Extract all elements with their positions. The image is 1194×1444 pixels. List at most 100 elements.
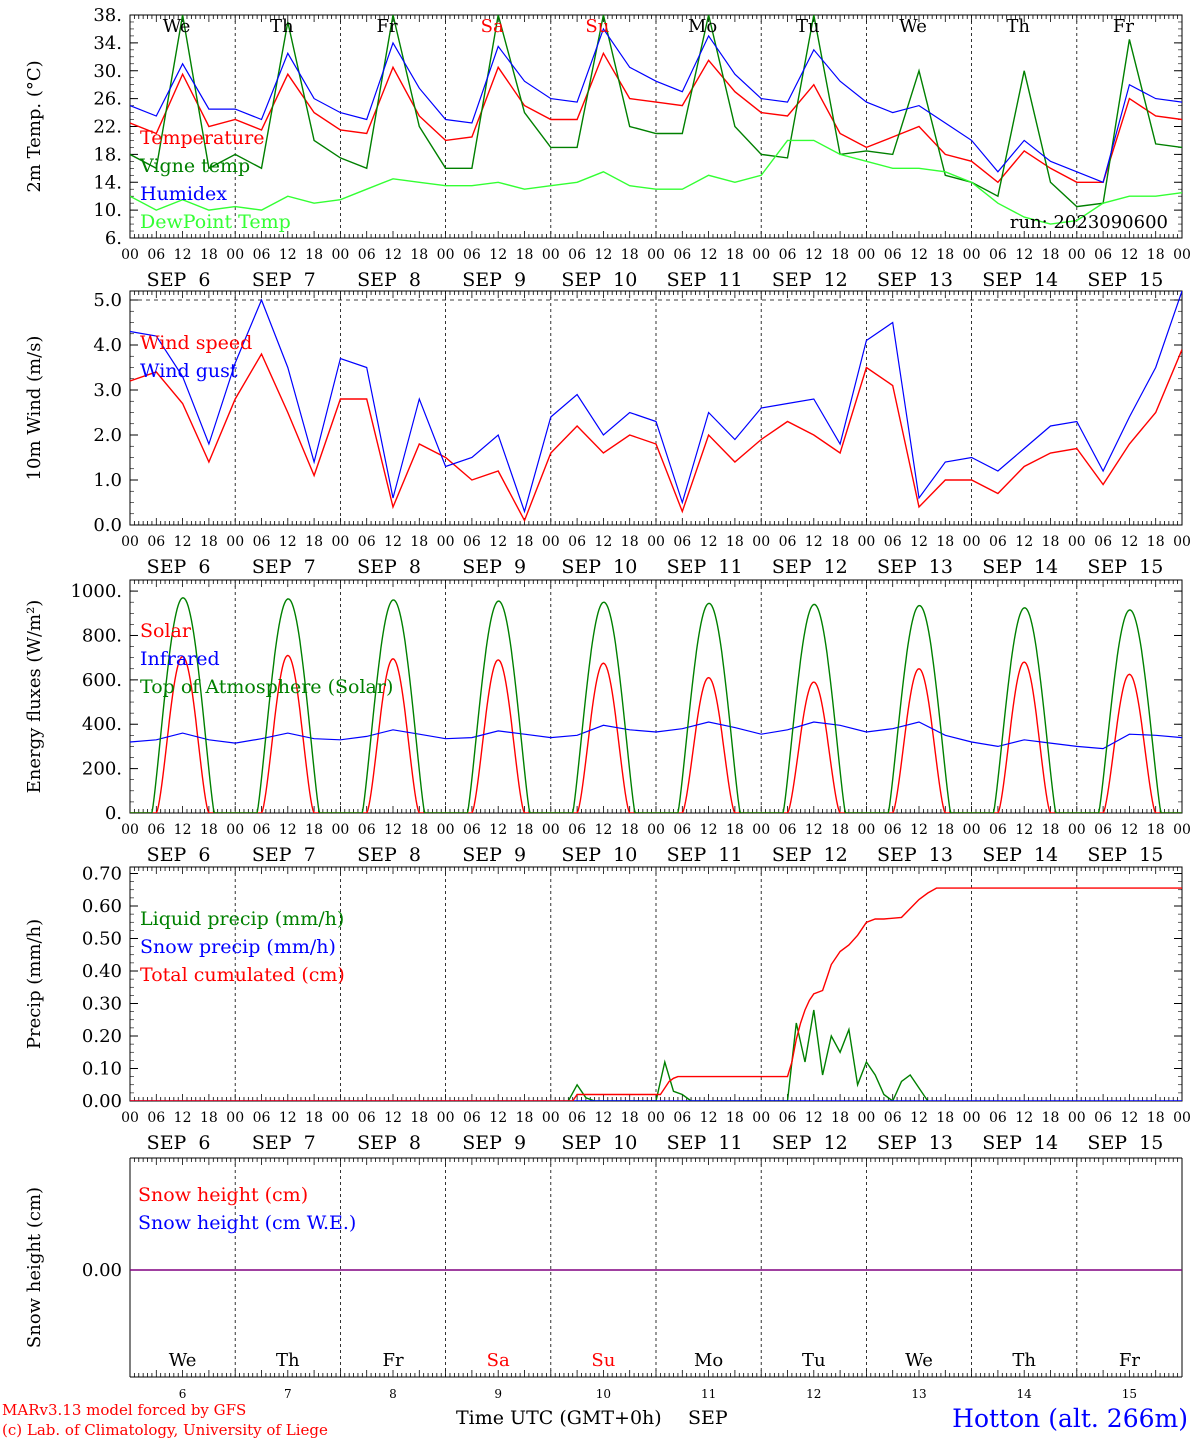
- weekday-label: Th: [270, 16, 294, 37]
- y-tick-label: 6.: [105, 228, 122, 249]
- hour-tick-label: 00: [331, 247, 349, 263]
- hour-tick-label: 18: [726, 247, 744, 263]
- hour-tick-label: 06: [779, 247, 797, 263]
- series-line-total-cumulated-cm: [130, 887, 1182, 1101]
- date-label: SEP 15: [1087, 556, 1163, 578]
- date-label: SEP 12: [772, 844, 848, 866]
- hour-tick-label: 06: [253, 247, 271, 263]
- hour-tick-label: 18: [1147, 822, 1165, 838]
- hour-tick-label: 00: [542, 822, 560, 838]
- hour-tick-label: 00: [752, 822, 770, 838]
- weekday-label: Th: [1006, 16, 1030, 37]
- hour-tick-label: 00: [542, 247, 560, 263]
- hour-tick-label: 12: [700, 1110, 718, 1126]
- y-tick-label: 0.60: [82, 896, 122, 917]
- day-number-label: 9: [494, 1387, 502, 1401]
- y-axis-label: 10m Wind (m/s): [24, 336, 45, 481]
- hour-tick-label: 18: [305, 534, 323, 550]
- hour-tick-label: 18: [516, 822, 534, 838]
- hour-tick-label: 06: [253, 534, 271, 550]
- hour-tick-label: 00: [437, 534, 455, 550]
- y-tick-label: 0.20: [82, 1026, 122, 1047]
- series-line-vigne-temp: [130, 15, 1182, 208]
- date-label: SEP 11: [667, 844, 743, 866]
- hour-tick-label: 00: [331, 534, 349, 550]
- legend-entry: Top of Atmosphere (Solar): [140, 676, 393, 698]
- y-tick-label: 0.70: [82, 864, 122, 885]
- y-tick-label: 800.: [82, 625, 122, 646]
- hour-tick-label: 00: [857, 822, 875, 838]
- hour-tick-label: 00: [121, 1110, 139, 1126]
- lab-credit: (c) Lab. of Climatology, University of L…: [2, 1421, 328, 1439]
- hour-tick-label: 00: [1173, 534, 1191, 550]
- hour-tick-label: 12: [279, 822, 297, 838]
- series-line-solar: [130, 654, 1182, 813]
- hour-tick-label: 00: [857, 1110, 875, 1126]
- y-tick-label: 30.: [93, 61, 122, 82]
- legend-entry: Wind gust: [140, 360, 238, 382]
- hour-tick-label: 06: [463, 247, 481, 263]
- hour-tick-label: 00: [331, 822, 349, 838]
- date-label: SEP 13: [877, 844, 953, 866]
- model-credit: MARv3.13 model forced by GFS: [2, 1401, 246, 1419]
- y-tick-label: 0.30: [82, 994, 122, 1015]
- hour-tick-label: 18: [410, 822, 428, 838]
- hour-tick-label: 18: [726, 534, 744, 550]
- hour-tick-label: 06: [1094, 247, 1112, 263]
- legend-entry: Humidex: [140, 183, 227, 205]
- date-label: SEP 11: [667, 269, 743, 291]
- hour-tick-label: 18: [1042, 247, 1060, 263]
- hour-tick-label: 12: [700, 247, 718, 263]
- y-tick-label: 0.50: [82, 929, 122, 950]
- day-number-label: 14: [1017, 1387, 1033, 1401]
- date-label: SEP 10: [561, 269, 637, 291]
- legend-entry: Infrared: [140, 648, 220, 670]
- hour-tick-label: 18: [516, 247, 534, 263]
- y-axis-label: 2m Temp. (°C): [24, 60, 45, 192]
- y-tick-label: 18.: [93, 144, 122, 165]
- y-tick-label: 14.: [93, 172, 122, 193]
- hour-tick-label: 12: [910, 247, 928, 263]
- hour-tick-label: 18: [410, 1110, 428, 1126]
- date-label: SEP 8: [357, 1132, 421, 1154]
- hour-tick-label: 00: [963, 534, 981, 550]
- hour-tick-label: 18: [831, 247, 849, 263]
- y-tick-label: 1000.: [70, 581, 122, 602]
- hour-tick-label: 00: [437, 822, 455, 838]
- hour-tick-label: 00: [226, 822, 244, 838]
- hour-tick-label: 12: [594, 822, 612, 838]
- hour-tick-label: 06: [463, 1110, 481, 1126]
- hour-tick-label: 12: [1015, 534, 1033, 550]
- hour-tick-label: 06: [253, 822, 271, 838]
- series-line-humidex: [130, 27, 1182, 184]
- date-label: SEP 14: [982, 269, 1058, 291]
- y-tick-label: 0.0: [93, 515, 122, 536]
- day-separators: [130, 15, 1182, 1377]
- hour-tick-label: 06: [673, 534, 691, 550]
- hour-tick-label: 00: [437, 247, 455, 263]
- y-tick-label: 34.: [93, 33, 122, 54]
- hour-tick-label: 12: [489, 1110, 507, 1126]
- date-label: SEP 11: [667, 556, 743, 578]
- y-tick-label: 600.: [82, 670, 122, 691]
- date-label: SEP 6: [147, 1132, 211, 1154]
- hour-tick-label: 18: [305, 1110, 323, 1126]
- weekday-label: Tu: [802, 1350, 826, 1371]
- hour-tick-label: 00: [226, 1110, 244, 1126]
- y-tick-label: 0.10: [82, 1059, 122, 1080]
- station-name: Hotton (alt. 266m): [952, 1404, 1188, 1433]
- date-label: SEP 8: [357, 556, 421, 578]
- hour-tick-label: 00: [647, 1110, 665, 1126]
- day-number-label: 13: [911, 1387, 926, 1401]
- run-annotation: run: 2023090600: [1010, 212, 1168, 233]
- date-label: SEP 14: [982, 556, 1058, 578]
- hour-tick-label: 12: [174, 534, 192, 550]
- hour-tick-label: 00: [1173, 822, 1191, 838]
- day-number-label: 6: [179, 1387, 187, 1401]
- hour-tick-label: 12: [1120, 822, 1138, 838]
- hour-tick-label: 06: [673, 247, 691, 263]
- date-label: SEP 7: [252, 1132, 316, 1154]
- date-label: SEP 12: [772, 269, 848, 291]
